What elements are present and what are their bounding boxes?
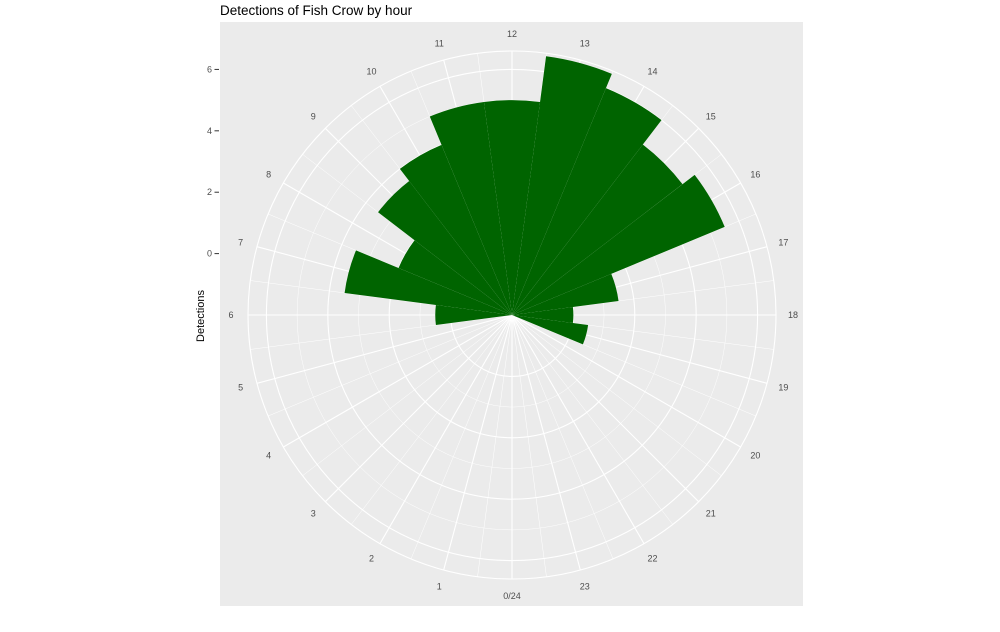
grid-spoke-minor <box>477 314 513 577</box>
hour-label: 11 <box>435 39 444 49</box>
bar-hour-11 <box>429 101 512 315</box>
hour-label: 0/24 <box>503 591 521 601</box>
bar-hour-14 <box>512 88 662 316</box>
grid-spoke-minor <box>268 314 513 417</box>
grid-spoke-minor <box>302 314 513 476</box>
hour-label: 18 <box>788 310 798 320</box>
hour-label: 8 <box>266 170 271 180</box>
grid-spoke <box>511 314 645 544</box>
grid-spoke-minor <box>511 314 756 417</box>
hour-label: 4 <box>266 451 271 461</box>
y-tick-label: 0 <box>207 249 212 259</box>
bar-hour-19 <box>512 315 589 345</box>
grid-spoke <box>256 314 513 384</box>
bar-hour-6 <box>435 304 512 326</box>
hour-label: 7 <box>238 237 243 247</box>
hour-label: 17 <box>778 237 788 247</box>
bar-hour-16 <box>512 174 725 315</box>
hour-label: 22 <box>647 553 657 563</box>
hour-label: 1 <box>437 581 442 591</box>
y-tick-label: 4 <box>207 126 212 136</box>
grid-spoke-minor <box>351 314 513 525</box>
hour-labels: 0/24123456789101112131415161718192021222… <box>228 29 798 601</box>
hour-label: 3 <box>311 509 316 519</box>
grid-spoke <box>283 314 513 448</box>
hour-label: 13 <box>580 39 590 49</box>
hour-label: 5 <box>238 383 243 393</box>
bar-hour-18 <box>512 306 574 324</box>
bar-hour-10 <box>399 144 512 315</box>
hour-label: 19 <box>778 383 788 393</box>
grid-spoke <box>511 314 741 448</box>
y-tick-label: 2 <box>207 187 212 197</box>
hour-label: 12 <box>507 29 517 39</box>
grid-spoke <box>443 314 513 571</box>
hour-label: 10 <box>366 67 376 77</box>
hour-label: 16 <box>750 170 760 180</box>
grid-spoke-minor <box>511 314 722 476</box>
hour-label: 21 <box>706 509 716 519</box>
hour-label: 6 <box>228 310 233 320</box>
hour-label: 9 <box>311 111 316 121</box>
grid-spoke-minor <box>410 314 513 559</box>
bar-hour-13 <box>512 56 612 315</box>
bar-hour-8 <box>398 240 512 315</box>
hour-label: 15 <box>706 111 716 121</box>
y-axis: 0 2 4 6 <box>207 64 219 259</box>
hour-label: 23 <box>580 581 590 591</box>
grid-spoke <box>379 314 513 544</box>
grid-spoke-minor <box>511 314 673 525</box>
hour-label: 14 <box>647 67 657 77</box>
grid-spoke <box>324 314 513 503</box>
grid-spoke-minor <box>250 314 513 350</box>
chart-title: Detections of Fish Crow by hour <box>220 3 413 18</box>
grid-spoke <box>511 314 581 571</box>
hour-label: 2 <box>369 553 374 563</box>
bar-hour-12 <box>483 100 541 316</box>
bar-hour-15 <box>512 144 683 315</box>
grid-spoke-minor <box>511 314 547 577</box>
bar-hour-17 <box>512 273 619 315</box>
bar-hour-9 <box>378 181 512 315</box>
hour-label: 20 <box>750 451 760 461</box>
bars <box>344 56 725 345</box>
y-tick-label: 6 <box>207 64 212 74</box>
bar-hour-7 <box>344 250 512 315</box>
grid-spoke-minor <box>511 314 614 559</box>
grid-spoke <box>511 314 700 503</box>
